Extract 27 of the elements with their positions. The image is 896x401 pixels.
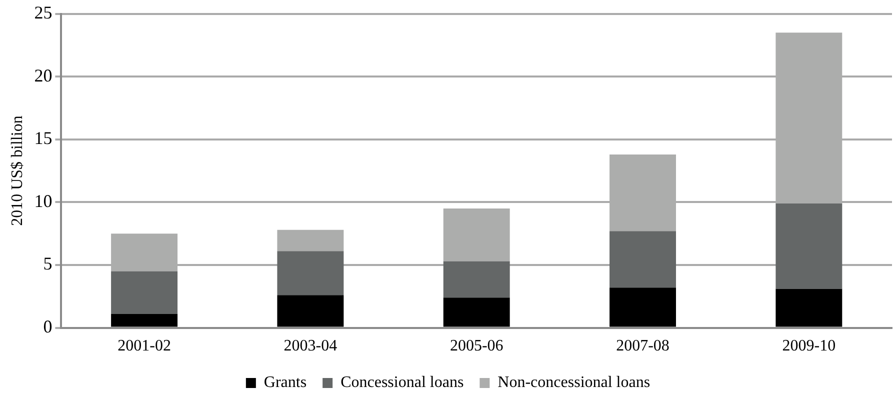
bar <box>277 251 344 296</box>
y-tick-label: 0 <box>43 316 52 337</box>
x-tick-label: 2003-04 <box>284 338 338 355</box>
y-tick-label: 5 <box>43 254 52 274</box>
legend-label: Concessional loans <box>340 374 464 392</box>
bar <box>443 261 510 298</box>
y-tick-label: 15 <box>34 128 52 148</box>
x-tick-label: 2005-06 <box>450 338 504 355</box>
legend-label: Grants <box>264 374 307 392</box>
bar <box>610 288 676 327</box>
bar <box>111 271 178 314</box>
bar <box>443 298 510 327</box>
y-tick-label: 25 <box>34 2 52 23</box>
bar <box>443 208 510 262</box>
x-tick-label: 2009-10 <box>782 338 836 355</box>
bar <box>277 295 344 327</box>
y-tick-label: 10 <box>34 190 52 211</box>
bar <box>610 231 676 288</box>
x-tick-label: 2007-08 <box>616 338 670 355</box>
bar <box>277 230 344 252</box>
legend-label: Non-concessional loans <box>498 374 650 392</box>
y-axis-title: 2010 US$ billion <box>8 116 26 226</box>
y-tick-label: 20 <box>34 65 52 86</box>
bar <box>111 314 178 327</box>
bar <box>776 203 842 289</box>
bar <box>776 288 842 327</box>
x-tick-label: 2001-02 <box>118 338 171 355</box>
